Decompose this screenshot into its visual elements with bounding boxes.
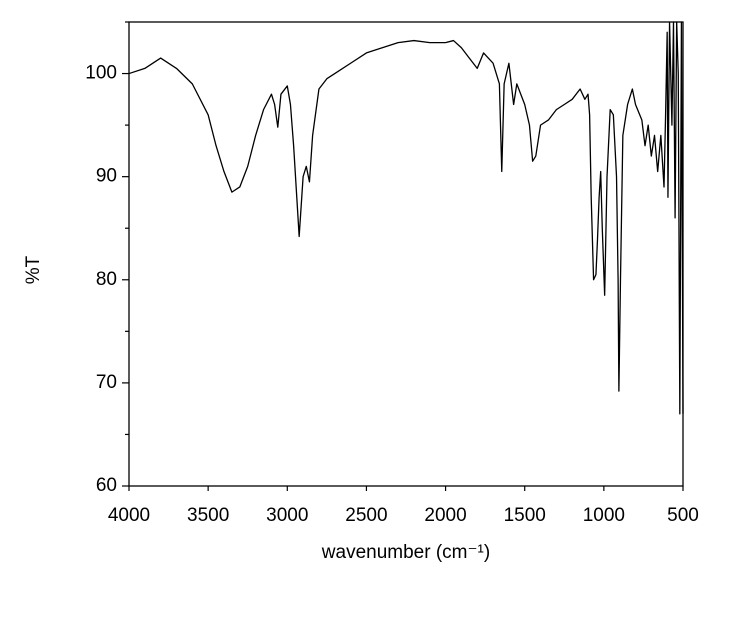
y-axis-label: %T [23, 255, 44, 284]
x-tick-label: 3000 [266, 505, 308, 526]
x-tick-label: 1500 [504, 505, 546, 526]
x-tick-label: 500 [667, 505, 699, 526]
y-tick-label: 80 [96, 269, 117, 290]
y-tick-label: 60 [96, 475, 117, 496]
x-tick-label: 1000 [583, 505, 625, 526]
x-axis-label: wavenumber (cm⁻¹) [321, 542, 490, 563]
x-tick-label: 4000 [108, 505, 150, 526]
y-tick-label: 70 [96, 372, 117, 393]
y-tick-label: 100 [85, 63, 117, 84]
spectrum-line [128, 21, 684, 415]
x-tick-label: 2500 [345, 505, 387, 526]
x-tick-label: 2000 [424, 505, 466, 526]
x-tick-label: 3500 [187, 505, 229, 526]
plot-frame [128, 21, 684, 487]
y-tick-label: 90 [96, 166, 117, 187]
